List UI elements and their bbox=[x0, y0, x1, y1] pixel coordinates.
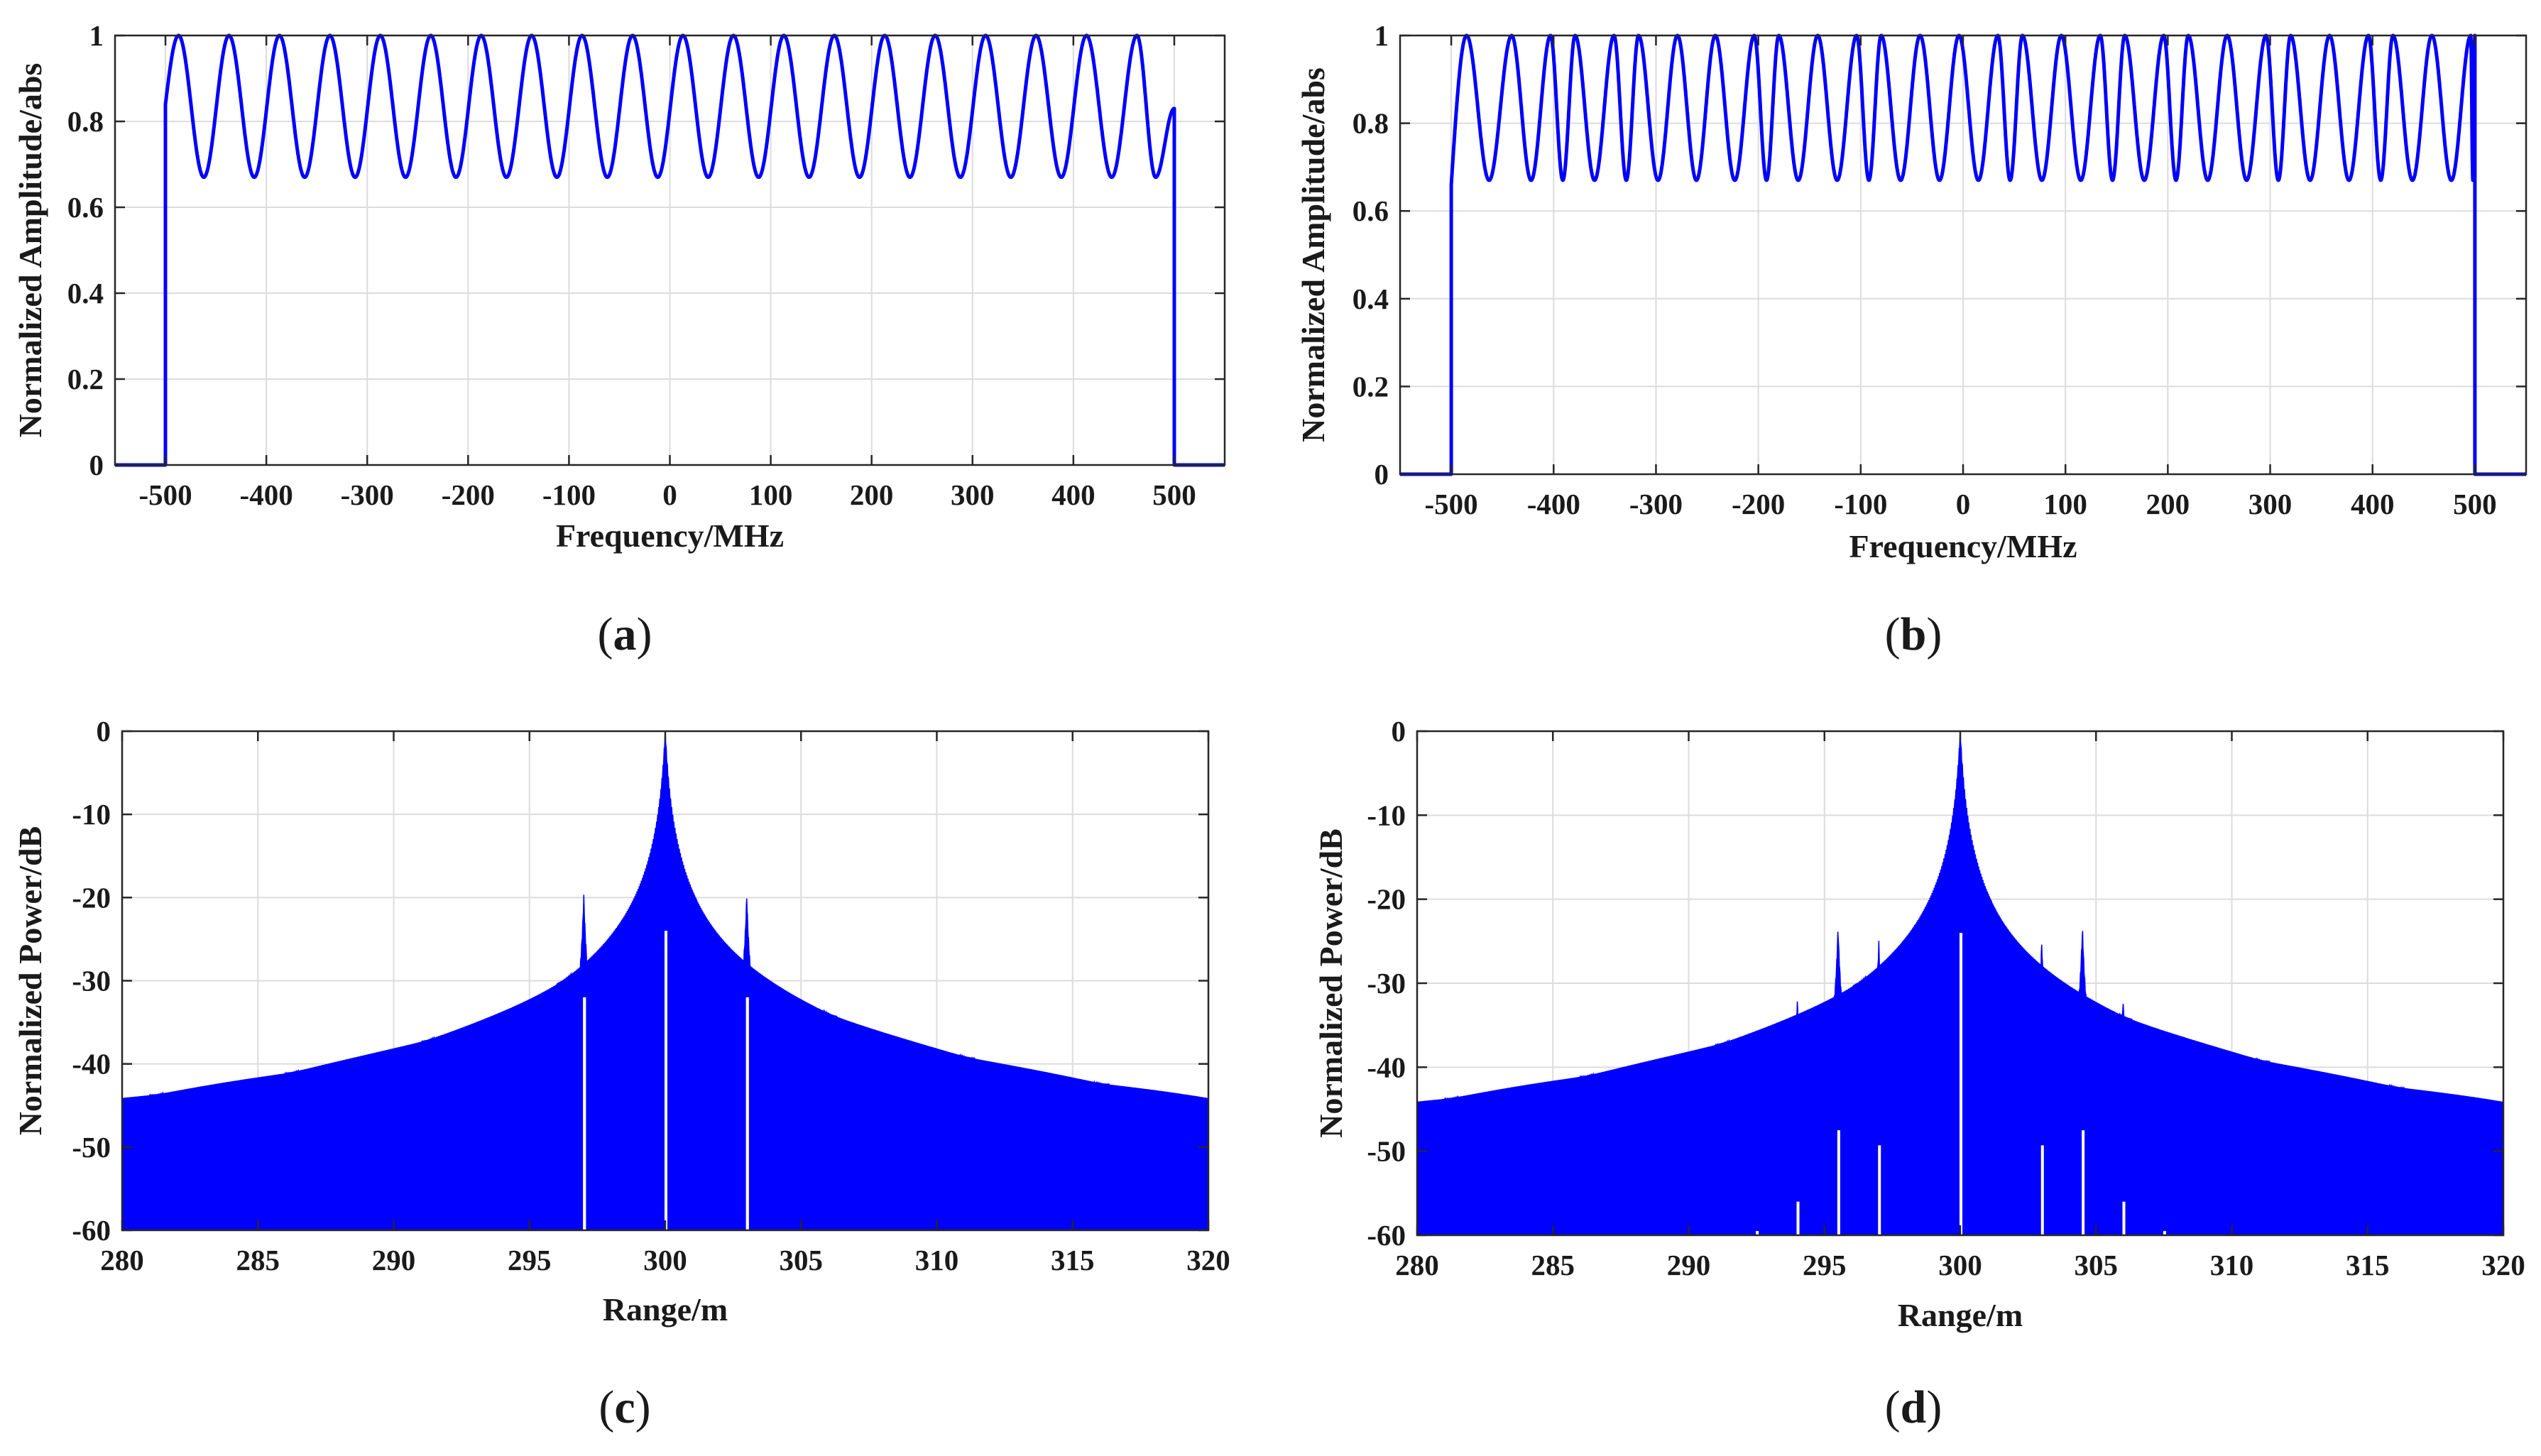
x-tick-label: 300 bbox=[2248, 488, 2293, 520]
y-axis-label: Normalized Amplitude/abs bbox=[1295, 67, 1331, 442]
x-tick-label: 285 bbox=[1531, 1249, 1575, 1281]
x-tick-label: -200 bbox=[1732, 488, 1785, 520]
series-line-spectrum bbox=[1400, 33, 2526, 476]
x-tick-label: -500 bbox=[1425, 488, 1478, 520]
y-tick-label: 0.2 bbox=[1353, 370, 1389, 403]
x-tick-label: -500 bbox=[138, 478, 192, 511]
y-tick-label: -60 bbox=[72, 1214, 111, 1247]
y-tick-label: 0.8 bbox=[1353, 107, 1389, 140]
x-tick-label: -100 bbox=[542, 478, 596, 511]
panel-label: (c) bbox=[599, 1381, 650, 1433]
y-tick-label: 0 bbox=[1375, 458, 1389, 491]
x-tick-label: -300 bbox=[1629, 488, 1683, 520]
y-tick-label: 0 bbox=[89, 449, 104, 481]
y-tick-label: 0 bbox=[97, 715, 111, 748]
y-tick-label: -60 bbox=[1367, 1219, 1406, 1252]
panel-letter: b bbox=[1901, 608, 1927, 660]
y-axis-label: Normalized Amplitude/abs bbox=[12, 63, 48, 438]
x-tick-label: 310 bbox=[2210, 1249, 2254, 1281]
chart-panel-c: 280 285 290 295 300 305 310 315 320 -60 -50 -40 -30 -… bbox=[12, 715, 1230, 1433]
x-tick-label: 305 bbox=[2075, 1249, 2119, 1281]
y-tick-label: -20 bbox=[72, 881, 111, 914]
y-tick-label: -40 bbox=[1367, 1051, 1406, 1083]
x-tick-label: 305 bbox=[780, 1244, 824, 1276]
panel-letter: a bbox=[613, 608, 637, 660]
x-tick-label: 300 bbox=[643, 1244, 687, 1276]
x-tick-label: 200 bbox=[2146, 488, 2190, 520]
x-tick-label: 280 bbox=[1395, 1249, 1439, 1281]
x-tick-label: 400 bbox=[1051, 478, 1095, 511]
x-tick-label: 295 bbox=[508, 1244, 552, 1276]
y-tick-label: -20 bbox=[1367, 883, 1406, 916]
x-tick-label: -100 bbox=[1834, 488, 1887, 520]
y-tick-label: -10 bbox=[72, 798, 111, 831]
x-tick-label: 290 bbox=[372, 1244, 416, 1276]
y-tick-label: 0.6 bbox=[1353, 195, 1389, 227]
x-tick-label: 0 bbox=[662, 478, 677, 511]
x-tick-label: -300 bbox=[341, 478, 394, 511]
panel-label: (d) bbox=[1885, 1381, 1942, 1433]
chart-panel-b: -500 -400 -300 -200 -100 0 100 200 300 400 500 0 0.2… bbox=[1295, 19, 2528, 660]
y-tick-label: 0.2 bbox=[67, 363, 104, 395]
x-tick-label: 310 bbox=[915, 1244, 959, 1276]
x-tick-label: 295 bbox=[1803, 1249, 1847, 1281]
x-tick-label: 200 bbox=[850, 478, 894, 511]
x-axis-label: Range/m bbox=[603, 1291, 728, 1328]
x-tick-label: 500 bbox=[2453, 488, 2497, 520]
y-tick-label: 1 bbox=[1375, 19, 1389, 52]
y-tick-label: -50 bbox=[1367, 1135, 1406, 1168]
y-tick-label: 0 bbox=[1392, 715, 1406, 748]
x-tick-label: -400 bbox=[1527, 488, 1580, 520]
y-tick-label: -30 bbox=[1367, 967, 1406, 1000]
x-tick-label: 100 bbox=[749, 478, 793, 511]
panel-label: (a) bbox=[598, 608, 652, 660]
y-axis-label: Normalized Power/dB bbox=[12, 826, 48, 1136]
y-tick-label: -50 bbox=[72, 1131, 111, 1164]
x-tick-label: 315 bbox=[2346, 1249, 2390, 1281]
x-axis-label: Frequency/MHz bbox=[1849, 528, 2077, 564]
y-tick-label: -10 bbox=[1367, 799, 1406, 831]
y-axis-label: Normalized Power/dB bbox=[1313, 828, 1349, 1138]
x-tick-label: 290 bbox=[1667, 1249, 1711, 1281]
x-tick-label: 320 bbox=[1186, 1244, 1230, 1276]
panel-letter: c bbox=[614, 1381, 635, 1433]
x-tick-label: 320 bbox=[2481, 1249, 2525, 1281]
y-tick-label: 0.4 bbox=[67, 277, 104, 310]
series-line-spectrum bbox=[115, 33, 1225, 467]
x-tick-label: -400 bbox=[240, 478, 293, 511]
x-tick-label: 280 bbox=[100, 1244, 144, 1276]
x-tick-label: 300 bbox=[951, 478, 995, 511]
x-tick-label: -200 bbox=[442, 478, 495, 511]
y-tick-label: 0.8 bbox=[67, 105, 104, 138]
x-axis-label: Frequency/MHz bbox=[556, 518, 784, 554]
x-tick-label: 285 bbox=[236, 1244, 280, 1276]
y-tick-label: 0.4 bbox=[1353, 283, 1389, 315]
y-tick-label: 0.6 bbox=[67, 191, 104, 224]
panel-letter: d bbox=[1901, 1381, 1927, 1433]
y-tick-label: 1 bbox=[89, 19, 104, 52]
x-tick-label: 100 bbox=[2043, 488, 2087, 520]
y-tick-label: -30 bbox=[72, 965, 111, 997]
x-tick-label: 300 bbox=[1938, 1249, 1982, 1281]
y-tick-label: -40 bbox=[72, 1048, 111, 1080]
panel-label: (b) bbox=[1885, 608, 1942, 660]
x-tick-label: 0 bbox=[1956, 488, 1971, 520]
chart-panel-d: 280 285 290 295 300 305 310 315 320 -60 -50 -40 -30 -… bbox=[1313, 715, 2525, 1433]
x-tick-label: 500 bbox=[1152, 478, 1196, 511]
x-axis-label: Range/m bbox=[1898, 1297, 2023, 1333]
chart-panel-a: -500 -400 -300 -200 -100 0 100 200 300 400 500 0 0.2… bbox=[12, 19, 1226, 660]
x-tick-label: 315 bbox=[1051, 1244, 1095, 1276]
x-tick-label: 400 bbox=[2351, 488, 2395, 520]
